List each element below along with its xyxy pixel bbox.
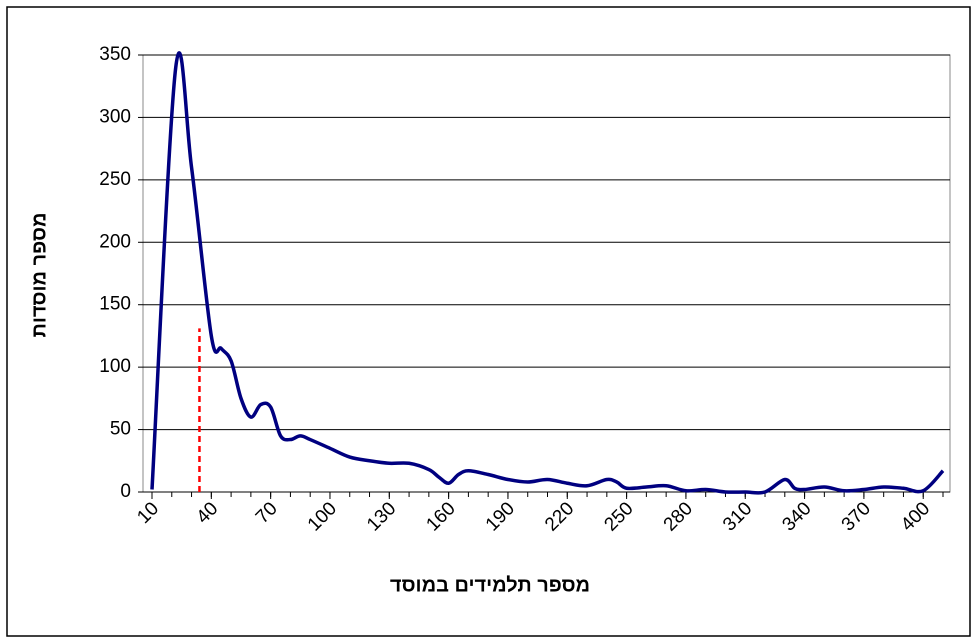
y-tick-label: 100 [99,356,131,377]
data-line [150,51,945,495]
y-tick-label: 350 [99,44,131,65]
y-tick-label: 250 [99,169,131,190]
y-tick-label: 300 [99,106,131,127]
y-tick-label: 200 [99,231,131,252]
y-tick-label: 0 [120,481,131,502]
plot-area [142,54,951,493]
y-axis-title: מספר מוסדות [28,213,50,338]
y-tick-label: 150 [99,294,131,315]
y-tick-label: 50 [110,419,131,440]
x-axis-title: מספר תלמידים במוסד [390,574,590,596]
